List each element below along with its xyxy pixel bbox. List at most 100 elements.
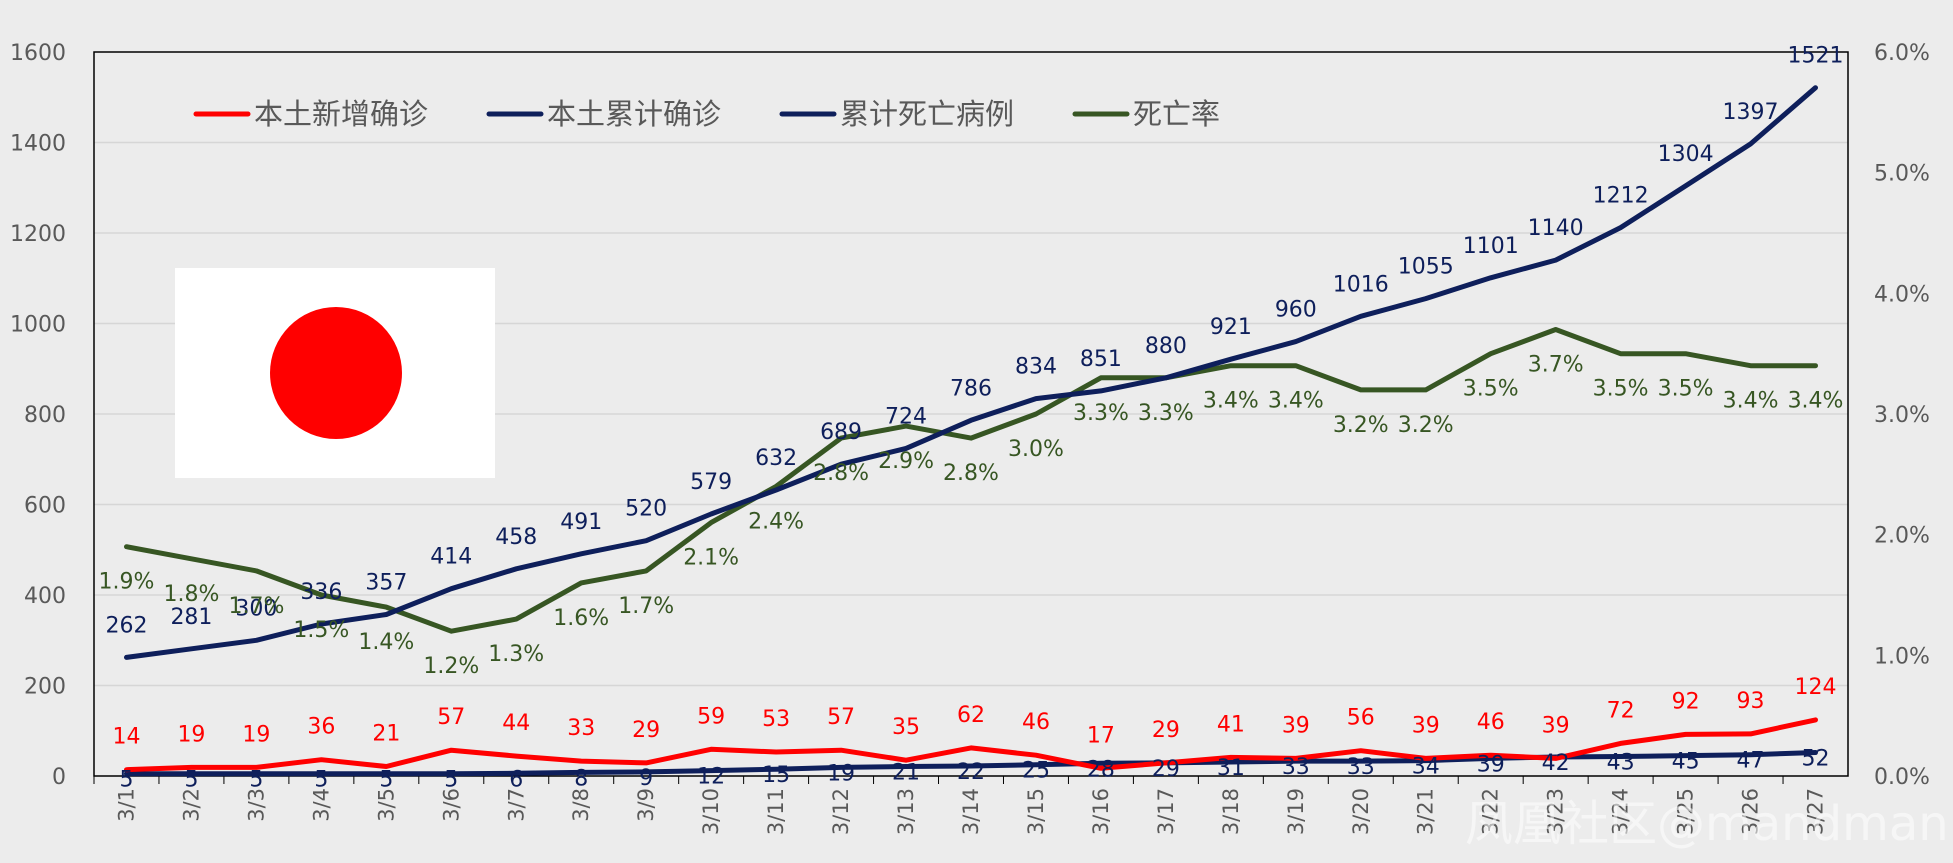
series-lines — [124, 85, 1818, 777]
x-tick-label: 3/21 — [1414, 788, 1438, 835]
x-tick-label: 3/18 — [1219, 788, 1243, 835]
death-rate-data-label: 3.4% — [1203, 389, 1259, 414]
cumulative-data-label: 921 — [1210, 315, 1252, 340]
death-data-label: 19 — [827, 761, 855, 786]
y2-tick-label: 5.0% — [1874, 162, 1930, 187]
y2-tick-label: 0.0% — [1874, 765, 1930, 790]
death-rate-data-label: 1.7% — [618, 594, 674, 619]
new-case-data-label: 62 — [957, 703, 985, 728]
cumulative-data-label: 689 — [820, 420, 862, 445]
death-rate-data-label: 3.2% — [1333, 413, 1389, 438]
legend-label: 死亡率 — [1133, 97, 1220, 131]
death-rate-data-label: 3.4% — [1788, 389, 1844, 414]
death-data-label: 42 — [1542, 751, 1570, 776]
x-tick-label: 3/13 — [894, 788, 918, 835]
y-tick-label: 600 — [24, 494, 66, 519]
series-line-1 — [124, 85, 1818, 660]
cumulative-data-label: 786 — [950, 376, 992, 401]
x-tick-label: 3/10 — [699, 788, 723, 835]
death-data-label: 29 — [1152, 757, 1180, 782]
death-rate-data-label: 3.3% — [1073, 401, 1129, 426]
death-data-label: 5 — [249, 768, 263, 793]
cumulative-data-label: 300 — [235, 596, 277, 621]
new-case-data-label: 59 — [697, 704, 725, 729]
y2-tick-label: 3.0% — [1874, 403, 1930, 428]
death-rate-data-label: 3.7% — [1528, 353, 1584, 378]
new-case-data-label: 39 — [1542, 713, 1570, 738]
new-case-data-label: 92 — [1672, 689, 1700, 714]
death-data-label: 5 — [184, 768, 198, 793]
x-tick-label: 3/19 — [1284, 788, 1308, 835]
death-rate-data-label: 1.3% — [488, 642, 544, 667]
cumulative-data-label: 1016 — [1333, 272, 1389, 297]
death-rate-data-label: 2.8% — [813, 461, 869, 486]
new-case-data-label: 39 — [1412, 713, 1440, 738]
y-tick-label: 400 — [24, 584, 66, 609]
cumulative-data-label: 357 — [365, 570, 407, 595]
x-tick-label: 3/7 — [504, 788, 528, 822]
x-tick-label: 3/26 — [1739, 788, 1763, 835]
series-line-3 — [124, 327, 1818, 634]
death-data-label: 33 — [1282, 755, 1310, 780]
plot-border — [93, 51, 1849, 777]
death-data-label: 12 — [697, 765, 725, 790]
new-case-data-label: 35 — [892, 715, 920, 740]
new-case-data-label: 93 — [1737, 689, 1765, 714]
death-data-label: 15 — [762, 763, 790, 788]
x-tick-label: 3/17 — [1154, 788, 1178, 835]
cumulative-data-label: 579 — [690, 470, 732, 495]
cumulative-data-label: 851 — [1080, 347, 1122, 372]
legend-label: 本土累计确诊 — [547, 97, 721, 131]
x-tick-label: 3/6 — [439, 788, 463, 822]
legend-label: 累计死亡病例 — [840, 97, 1014, 131]
death-rate-data-label: 3.2% — [1398, 413, 1454, 438]
new-case-data-label: 29 — [1152, 718, 1180, 743]
death-data-label: 45 — [1672, 750, 1700, 775]
x-tick-label: 3/9 — [634, 788, 658, 822]
new-case-data-label: 46 — [1022, 710, 1050, 735]
y-axis-right: 0.0% 1.0% 2.0% 3.0% 4.0% 5.0% 6.0% — [1874, 41, 1930, 790]
cumulative-data-label: 1397 — [1723, 100, 1779, 125]
cumulative-data-label: 1304 — [1658, 142, 1714, 167]
y-tick-label: 1400 — [10, 132, 66, 157]
cumulative-data-label: 1055 — [1398, 255, 1454, 280]
japan-flag — [175, 268, 495, 478]
death-rate-data-label: 1.4% — [358, 630, 414, 655]
y2-tick-label: 4.0% — [1874, 282, 1930, 307]
y-tick-label: 1000 — [10, 313, 66, 338]
x-tick-label: 3/23 — [1544, 788, 1568, 835]
x-tick-label: 3/20 — [1349, 788, 1373, 835]
death-rate-data-label: 3.0% — [1008, 437, 1064, 462]
death-rate-data-label: 1.9% — [99, 570, 155, 595]
y2-tick-label: 2.0% — [1874, 524, 1930, 549]
x-tick-label: 3/15 — [1024, 788, 1048, 835]
death-data-label: 33 — [1347, 755, 1375, 780]
death-data-label: 9 — [639, 766, 653, 791]
death-data-label: 5 — [314, 768, 328, 793]
death-data-label: 39 — [1477, 752, 1505, 777]
death-rate-data-label: 3.5% — [1593, 377, 1649, 402]
cumulative-data-label: 1140 — [1528, 216, 1584, 241]
death-rate-data-label: 3.4% — [1268, 389, 1324, 414]
x-tick-label: 3/22 — [1479, 788, 1503, 835]
cumulative-data-label: 724 — [885, 404, 927, 429]
death-rate-data-label: 3.5% — [1658, 377, 1714, 402]
new-case-data-label: 14 — [112, 725, 140, 750]
cumulative-data-label: 414 — [430, 545, 472, 570]
y2-tick-label: 6.0% — [1874, 41, 1930, 66]
y-axis-left: 0 200 400 600 800 1000 1200 1400 1600 — [10, 41, 66, 790]
cumulative-data-label: 1101 — [1463, 234, 1519, 259]
death-rate-data-label: 2.8% — [943, 461, 999, 486]
cumulative-data-label: 458 — [495, 525, 537, 550]
x-tick-label: 3/1 — [114, 788, 138, 822]
new-case-data-label: 46 — [1477, 710, 1505, 735]
data-labels: 5 5 5 5 5 5 6 8 9 12 15 19 21 22 25 28 29 31 33 33 34 39 42 43 4… — [99, 44, 1844, 793]
new-case-data-label: 56 — [1347, 706, 1375, 731]
death-data-label: 22 — [957, 760, 985, 785]
cumulative-data-label: 491 — [560, 510, 602, 535]
new-case-data-label: 39 — [1282, 713, 1310, 738]
new-case-data-label: 44 — [502, 711, 530, 736]
death-data-label: 47 — [1737, 749, 1765, 774]
death-data-label: 43 — [1607, 751, 1635, 776]
new-case-data-label: 57 — [437, 705, 465, 730]
